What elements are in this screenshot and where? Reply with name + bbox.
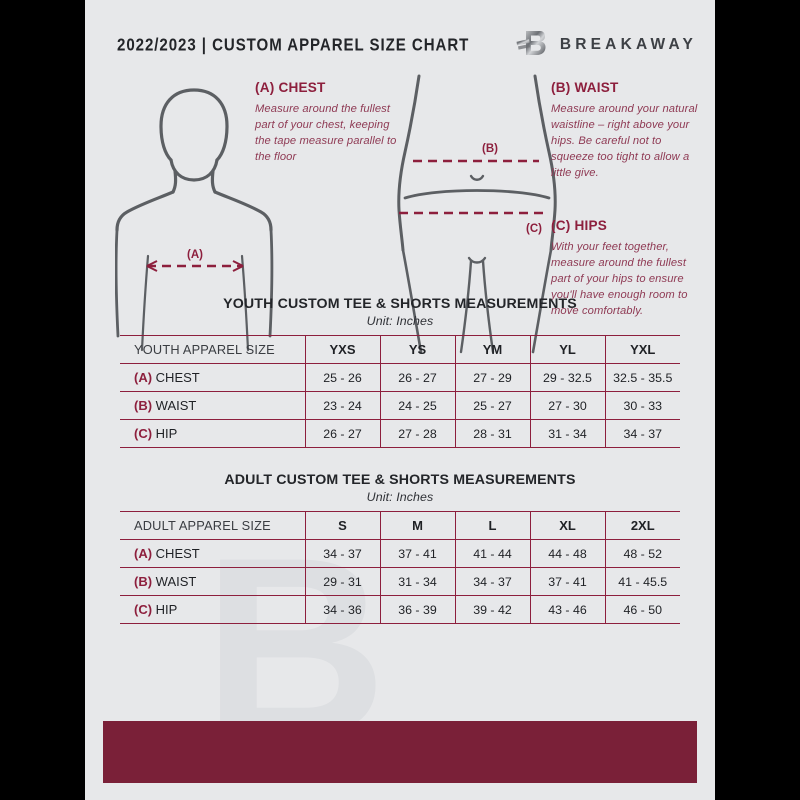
cell-value: 31 - 34 xyxy=(529,419,605,448)
cell-value: 23 - 24 xyxy=(304,391,380,420)
cell-value: 34 - 37 xyxy=(454,567,530,596)
measure-title-chest: (A) CHEST xyxy=(255,80,326,95)
illustration-area: (A) xyxy=(85,68,715,363)
measure-block-hips: (C) HIPS With your feet together, measur… xyxy=(551,218,703,320)
table-row: (C) HIP 26 - 27 27 - 28 28 - 31 31 - 34 … xyxy=(120,419,680,448)
adult-table-unit: Unit: Inches xyxy=(366,490,434,504)
cell-value: 31 - 34 xyxy=(379,567,455,596)
col-header-yxl: YXL xyxy=(604,335,680,364)
cell-value: 34 - 36 xyxy=(304,595,380,624)
col-header-xl: XL xyxy=(529,511,605,540)
row-label-chest: (A) CHEST xyxy=(120,363,305,392)
cell-value: 25 - 27 xyxy=(454,391,530,420)
cell-value: 29 - 31 xyxy=(304,567,380,596)
row-label-text: CHEST xyxy=(155,370,200,385)
size-chart-page: B 2022/2023 | CUSTOM APPAREL SIZE CHART … xyxy=(85,0,715,800)
breakaway-b-logo-icon xyxy=(516,31,546,55)
measure-body-hips: With your feet together, measure around … xyxy=(551,241,688,317)
table-row: (B) WAIST 29 - 31 31 - 34 34 - 37 37 - 4… xyxy=(120,567,680,596)
row-tag: (A) xyxy=(134,370,153,385)
chest-line-label: (A) xyxy=(187,249,203,261)
waist-line-label: (B) xyxy=(482,143,498,155)
col-header-l: L xyxy=(454,511,530,540)
measure-title-hips: (C) HIPS xyxy=(551,218,607,233)
row-tag: (C) xyxy=(134,602,153,617)
cell-value: 27 - 30 xyxy=(529,391,605,420)
measure-block-chest: (A) CHEST Measure around the fullest par… xyxy=(255,80,407,166)
page-title: 2022/2023 | CUSTOM APPAREL SIZE CHART xyxy=(117,34,470,55)
col-header-size: YOUTH APPAREL SIZE xyxy=(120,335,305,364)
hips-line-label: (C) xyxy=(526,223,542,235)
cell-value: 29 - 32.5 xyxy=(529,363,605,392)
row-tag: (B) xyxy=(134,574,153,589)
table-header-row: ADULT APPAREL SIZE S M L XL 2XL xyxy=(120,511,680,540)
youth-table-unit: Unit: Inches xyxy=(366,314,434,328)
table-row: (C) HIP 34 - 36 36 - 39 39 - 42 43 - 46 … xyxy=(120,595,680,624)
col-header-2xl: 2XL xyxy=(604,511,680,540)
cell-value: 48 - 52 xyxy=(604,539,680,568)
cell-value: 34 - 37 xyxy=(604,419,680,448)
cell-value: 34 - 37 xyxy=(304,539,380,568)
col-header-yxs: YXS xyxy=(304,335,380,364)
page-header: 2022/2023 | CUSTOM APPAREL SIZE CHART BR… xyxy=(85,28,715,62)
adult-table-section: ADULT CUSTOM TEE & SHORTS MEASUREMENTS U… xyxy=(85,472,715,624)
cell-value: 27 - 28 xyxy=(379,419,455,448)
table-row: (B) WAIST 23 - 24 24 - 25 25 - 27 27 - 3… xyxy=(120,391,680,420)
row-tag: (C) xyxy=(134,426,153,441)
youth-table-title: YOUTH CUSTOM TEE & SHORTS MEASUREMENTS xyxy=(223,296,577,312)
adult-size-table: ADULT APPAREL SIZE S M L XL 2XL (A) CHES… xyxy=(120,511,680,624)
row-tag: (A) xyxy=(134,546,153,561)
cell-value: 36 - 39 xyxy=(379,595,455,624)
measure-title-waist: (B) WAIST xyxy=(551,80,619,95)
cell-value: 26 - 27 xyxy=(379,363,455,392)
col-header-s: S xyxy=(304,511,380,540)
cell-value: 41 - 45.5 xyxy=(604,567,680,596)
row-label-text: WAIST xyxy=(155,574,197,589)
cell-value: 37 - 41 xyxy=(529,567,605,596)
row-label-text: HIP xyxy=(155,426,178,441)
cell-value: 27 - 29 xyxy=(454,363,530,392)
cell-value: 30 - 33 xyxy=(604,391,680,420)
measure-body-chest: Measure around the fullest part of your … xyxy=(255,103,397,163)
cell-value: 46 - 50 xyxy=(604,595,680,624)
measure-body-waist: Measure around your natural waistline – … xyxy=(551,103,698,179)
footer-bar xyxy=(103,721,697,783)
row-label-text: CHEST xyxy=(155,546,200,561)
row-label-chest: (A) CHEST xyxy=(120,539,305,568)
brand-logo: BREAKAWAY xyxy=(516,29,697,61)
cell-value: 39 - 42 xyxy=(454,595,530,624)
cell-value: 28 - 31 xyxy=(454,419,530,448)
youth-size-table: YOUTH APPAREL SIZE YXS YS YM YL YXL (A) … xyxy=(120,335,680,448)
cell-value: 44 - 48 xyxy=(529,539,605,568)
table-header-row: YOUTH APPAREL SIZE YXS YS YM YL YXL xyxy=(120,335,680,364)
col-header-ys: YS xyxy=(379,335,455,364)
row-tag: (B) xyxy=(134,398,153,413)
cell-value: 25 - 26 xyxy=(304,363,380,392)
row-label-text: WAIST xyxy=(155,398,197,413)
col-header-m: M xyxy=(379,511,455,540)
brand-name: BREAKAWAY xyxy=(559,36,697,53)
chest-measure-line xyxy=(146,260,244,272)
row-label-hip: (C) HIP xyxy=(120,595,305,624)
cell-value: 32.5 - 35.5 xyxy=(604,363,680,392)
col-header-yl: YL xyxy=(529,335,605,364)
youth-table-section: YOUTH CUSTOM TEE & SHORTS MEASUREMENTS U… xyxy=(85,296,715,448)
row-label-hip: (C) HIP xyxy=(120,419,305,448)
col-header-ym: YM xyxy=(454,335,530,364)
cell-value: 43 - 46 xyxy=(529,595,605,624)
cell-value: 41 - 44 xyxy=(454,539,530,568)
row-label-text: HIP xyxy=(155,602,178,617)
table-row: (A) CHEST 34 - 37 37 - 41 41 - 44 44 - 4… xyxy=(120,539,680,568)
table-row: (A) CHEST 25 - 26 26 - 27 27 - 29 29 - 3… xyxy=(120,363,680,392)
cell-value: 37 - 41 xyxy=(379,539,455,568)
cell-value: 24 - 25 xyxy=(379,391,455,420)
col-header-size: ADULT APPAREL SIZE xyxy=(120,511,305,540)
adult-table-title: ADULT CUSTOM TEE & SHORTS MEASUREMENTS xyxy=(224,472,576,488)
row-label-waist: (B) WAIST xyxy=(120,391,305,420)
measure-block-waist: (B) WAIST Measure around your natural wa… xyxy=(551,80,703,182)
cell-value: 26 - 27 xyxy=(304,419,380,448)
row-label-waist: (B) WAIST xyxy=(120,567,305,596)
